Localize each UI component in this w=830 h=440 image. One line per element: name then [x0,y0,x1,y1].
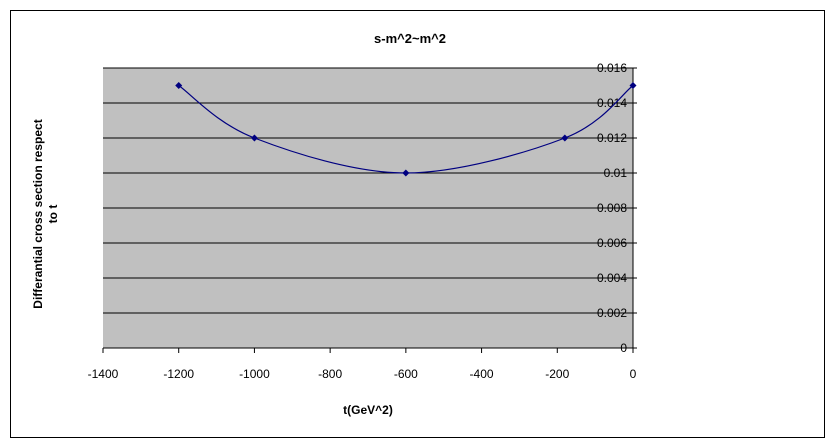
data-point-2 [402,169,410,177]
gridlines [103,67,633,349]
x-tick-label-7: 0 [630,367,637,381]
y-tick-label-6: 0.012 [597,131,627,145]
y-tick-label-4: 0.008 [597,201,627,215]
chart-title: s-m^2~m^2 [374,31,446,46]
x-axis-ticks: -1400 -1200 -1000 -800 -600 -400 -200 0 [88,348,637,381]
y-tick-label-2: 0.004 [597,271,627,285]
y-axis-title-line-1: Differantial cross section respect [31,119,45,308]
y-tick-label-8: 0.016 [597,61,627,75]
y-tick-label-1: 0.002 [597,306,627,320]
data-point-4 [629,82,637,89]
y-axis-title-line-2: to t [46,205,60,224]
data-point-1 [250,134,258,142]
data-point-0 [175,82,183,89]
x-tick-label-0: -1400 [88,367,119,381]
y-axis-ticks: 0 0.002 0.004 0.006 0.008 0.01 0.012 0.014 0.016 [597,61,637,355]
y-tick-label-5: 0.01 [604,166,628,180]
x-tick-label-4: -600 [394,367,418,381]
y-tick-label-0: 0 [620,341,627,355]
x-tick-label-6: -200 [545,367,569,381]
data-point-3 [561,134,569,142]
y-tick-label-7: 0.014 [597,96,627,110]
x-axis-title: t(GeV^2) [343,403,393,417]
x-tick-label-3: -800 [318,367,342,381]
x-tick-label-1: -1200 [163,367,194,381]
y-tick-label-3: 0.006 [597,236,627,250]
x-tick-label-2: -1000 [239,367,270,381]
x-tick-label-5: -400 [470,367,494,381]
series-markers [175,82,637,177]
